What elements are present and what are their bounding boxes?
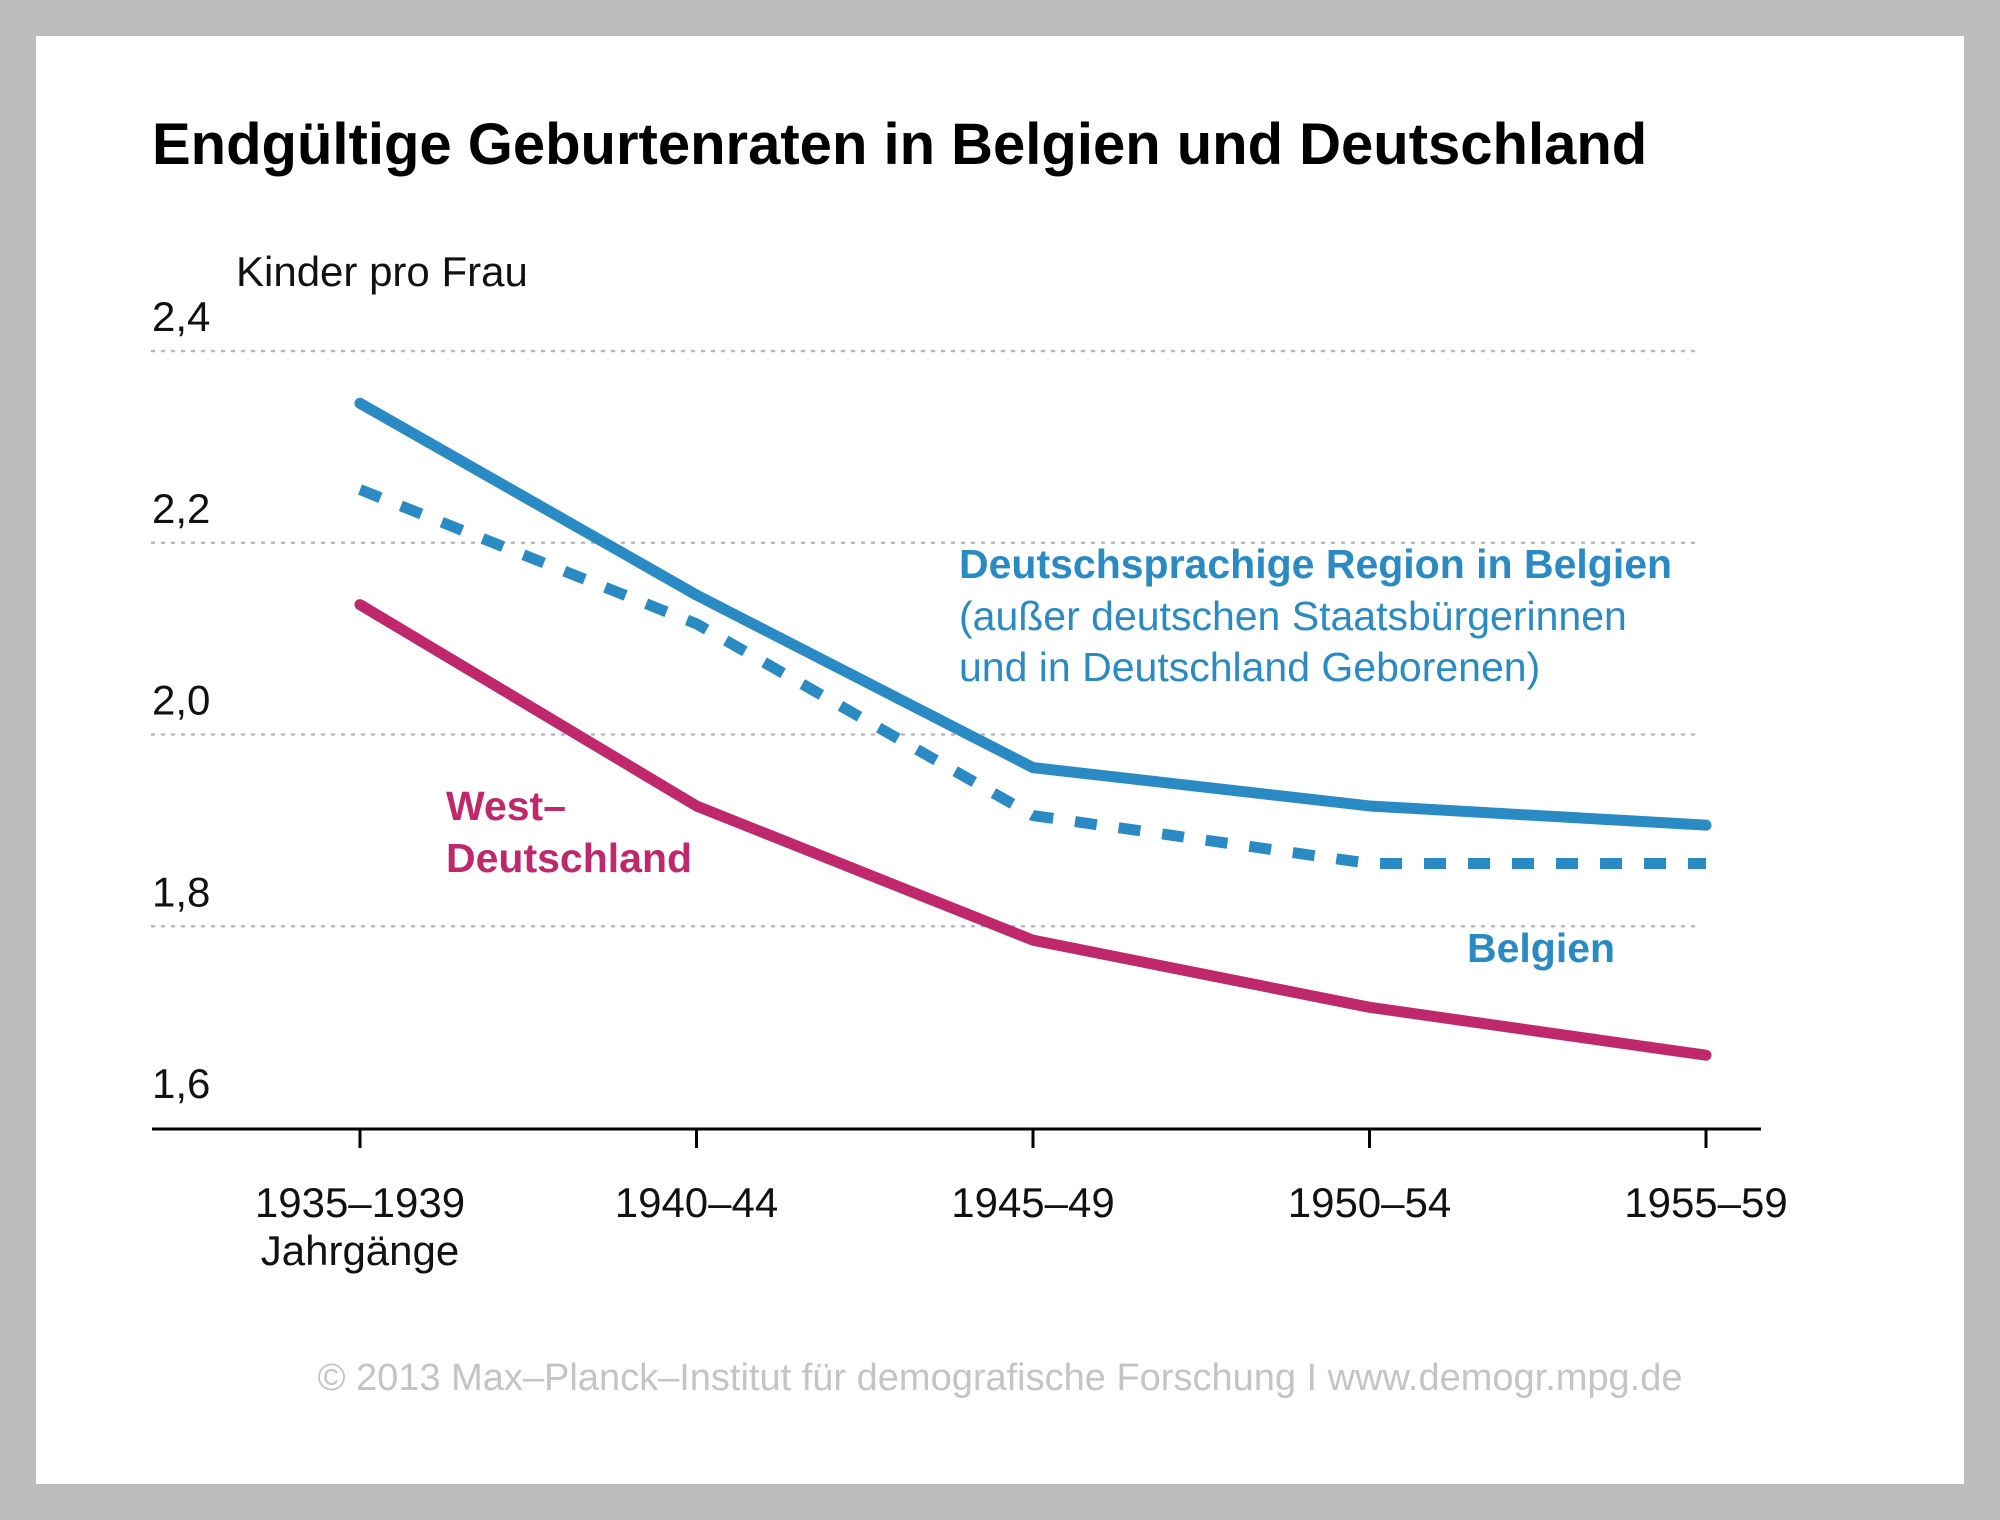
series-note-line2: und in Deutschland Geborenen) bbox=[959, 644, 1540, 690]
gridlines bbox=[150, 349, 1696, 928]
x-tick-label-3: 1950–54 bbox=[1288, 1179, 1452, 1226]
x-tick-label-1: 1940–44 bbox=[615, 1179, 779, 1226]
x-tick-label-4: 1955–59 bbox=[1624, 1179, 1788, 1226]
x-axis-label: Jahrgänge bbox=[261, 1227, 460, 1274]
copyright-footer: © 2013 Max–Planck–Institut für demografi… bbox=[317, 1357, 1682, 1399]
series-label-belgien: Belgien bbox=[1467, 925, 1615, 971]
series-label-west-line1: West– bbox=[446, 783, 566, 829]
x-tick-label-0: 1935–1939 bbox=[255, 1179, 465, 1226]
series-note-line1: (außer deutschen Staatsbürgerinnen bbox=[959, 593, 1627, 639]
chart-title: Endgültige Geburtenraten in Belgien und … bbox=[152, 112, 1647, 177]
y-tick-2,0: 2,0 bbox=[152, 677, 210, 724]
y-axis-unit-label: Kinder pro Frau bbox=[236, 248, 528, 295]
y-tick-1,8: 1,8 bbox=[152, 868, 210, 915]
x-ticks: 1935–1939 1940–44 1945–49 1950–54 1955–59 bbox=[255, 1129, 1788, 1226]
y-tick-1,6: 1,6 bbox=[152, 1060, 210, 1107]
series-label-west-line2: Deutschland bbox=[446, 835, 692, 881]
y-tick-2,4: 2,4 bbox=[152, 293, 210, 340]
y-tick-2,2: 2,2 bbox=[152, 485, 210, 532]
x-tick-label-2: 1945–49 bbox=[951, 1179, 1115, 1226]
y-tick-labels: 1,6 1,8 2,0 2,2 2,4 bbox=[152, 293, 210, 1107]
chart-panel: Endgültige Geburtenraten in Belgien und … bbox=[36, 36, 1964, 1484]
series-lines bbox=[354, 397, 1712, 1061]
series-label-deutschsprachige: Deutschsprachige Region in Belgien bbox=[959, 541, 1672, 587]
line-chart: Endgültige Geburtenraten in Belgien und … bbox=[150, 112, 1788, 1399]
